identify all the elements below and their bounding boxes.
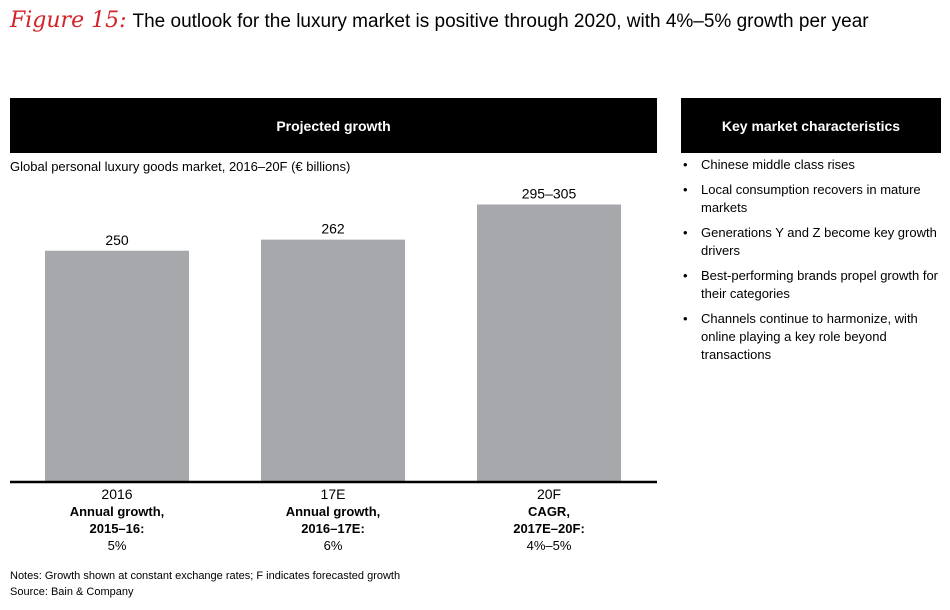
list-item: • Generations Y and Z become key growth d… — [681, 224, 943, 260]
growth-label: Annual growth, — [285, 504, 381, 519]
category-column-20f: 20F CAGR, 2017E–20F: 4%–5% — [459, 486, 639, 554]
chart-subtitle: Global personal luxury goods market, 201… — [10, 159, 351, 174]
growth-value: 6% — [323, 538, 343, 553]
bullet-icon: • — [683, 311, 688, 326]
list-item: • Best-performing brands propel growth fo… — [681, 267, 943, 303]
source-line: Source: Bain & Company — [10, 586, 134, 598]
bar-17e — [261, 239, 405, 482]
projected-growth-header: Projected growth — [10, 98, 657, 153]
figure-title: Figure 15: The outlook for the luxury mar… — [10, 8, 869, 33]
bar-20f — [477, 204, 621, 482]
bar-value-label: 250 — [105, 232, 129, 248]
footnotes: Notes: Growth shown at constant exchange… — [10, 568, 400, 600]
category-column-17e: 17E Annual growth, 2016–17E: 6% — [243, 486, 423, 554]
growth-value: 5% — [107, 538, 127, 553]
x-tick-label: 20F — [536, 486, 562, 502]
projected-growth-header-text: Projected growth — [276, 117, 391, 134]
bar-2016 — [45, 250, 189, 482]
list-item-text: Best-performing brands propel growth for… — [701, 268, 939, 301]
growth-label: CAGR, — [528, 504, 570, 519]
growth-period: 2016–17E: — [301, 521, 365, 536]
x-tick-label: 17E — [320, 486, 346, 502]
growth-label: Annual growth, — [69, 504, 165, 519]
bullet-icon: • — [683, 157, 688, 172]
category-column-2016: 2016 Annual growth, 2015–16: 5% — [27, 486, 207, 554]
list-item: • Channels continue to harmonize, with on… — [681, 310, 943, 364]
growth-value: 4%–5% — [526, 538, 572, 553]
bar-chart: 250 262 295–305 — [10, 186, 657, 484]
key-characteristics-list: • Chinese middle class rises • Local consu… — [681, 156, 943, 371]
list-item-text: Chinese middle class rises — [701, 157, 855, 172]
bullet-icon: • — [683, 182, 688, 197]
bar-value-label: 262 — [321, 221, 345, 237]
notes-line: Notes: Growth shown at constant exchange… — [10, 570, 401, 582]
bullet-icon: • — [683, 268, 688, 283]
growth-period: 2017E–20F: — [513, 521, 585, 536]
list-item-text: Channels continue to harmonize, with onl… — [701, 311, 918, 362]
bullet-icon: • — [683, 225, 688, 240]
figure-title-text: The outlook for the luxury market is pos… — [132, 11, 869, 32]
growth-period: 2015–16: — [89, 521, 145, 536]
list-item: • Chinese middle class rises — [681, 156, 943, 174]
figure-label: Figure 15: — [10, 8, 127, 33]
key-characteristics-header: Key market characteristics — [681, 98, 941, 153]
list-item-text: Local consumption recovers in mature mar… — [701, 182, 921, 215]
list-item: • Local consumption recovers in mature ma… — [681, 181, 943, 217]
list-item-text: Generations Y and Z become key growth dr… — [701, 225, 937, 258]
key-characteristics-header-text: Key market characteristics — [721, 117, 901, 134]
x-tick-label: 2016 — [101, 486, 133, 502]
bar-value-label: 295–305 — [522, 186, 577, 202]
